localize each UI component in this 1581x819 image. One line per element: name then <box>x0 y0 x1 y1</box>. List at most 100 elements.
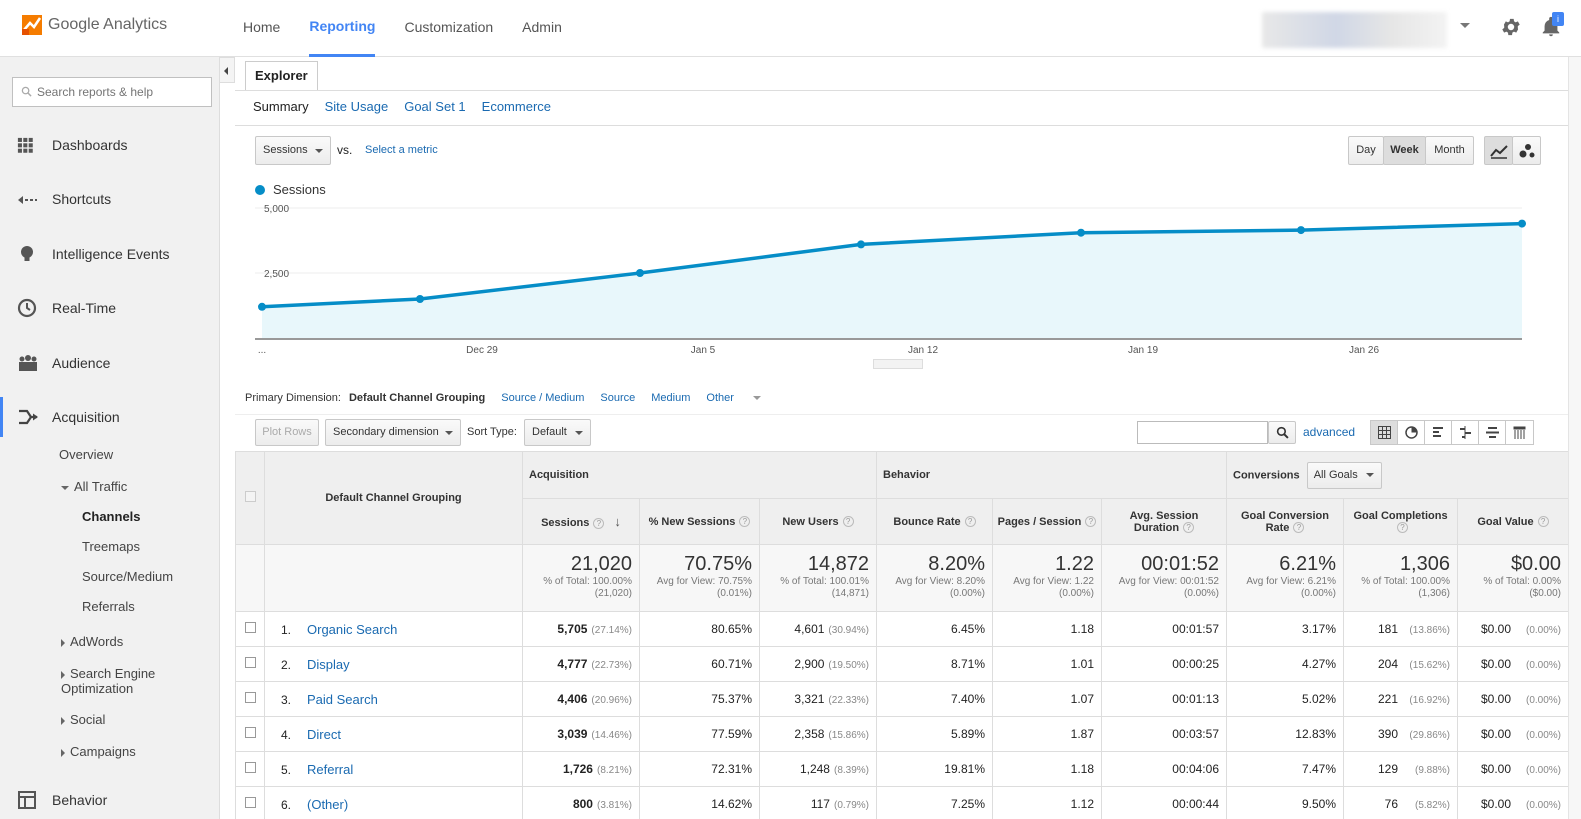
data-view-toggle[interactable] <box>1371 421 1398 444</box>
plot-rows-button[interactable]: Plot Rows <box>255 419 319 446</box>
column-header-goal-value[interactable]: Goal Value? <box>1457 498 1569 545</box>
nav-admin[interactable]: Admin <box>522 19 562 35</box>
dimension-header[interactable]: Default Channel Grouping <box>264 451 523 545</box>
sidebar-acq-channels[interactable]: Channels <box>82 509 141 524</box>
row-checkbox[interactable] <box>244 762 256 773</box>
column-header-new-sessions[interactable]: % New Sessions? <box>639 498 760 545</box>
dimension-other[interactable]: Other <box>706 392 766 404</box>
subtab-summary[interactable]: Summary <box>253 99 309 114</box>
gear-icon[interactable] <box>1500 16 1522 38</box>
secondary-dimension-select[interactable]: Secondary dimension <box>325 419 461 446</box>
percentage-view-toggle[interactable] <box>1398 421 1425 444</box>
row-checkbox[interactable] <box>244 727 256 738</box>
search-input[interactable] <box>37 78 207 106</box>
help-icon[interactable]: ? <box>1183 522 1195 534</box>
column-header-conversion-rate[interactable]: Goal Conversion Rate? <box>1226 498 1344 545</box>
x-tick-label: ... <box>258 345 266 356</box>
account-dropdown-icon[interactable] <box>1460 23 1470 28</box>
comparison-view-toggle[interactable] <box>1452 421 1479 444</box>
help-icon[interactable]: ? <box>593 517 605 529</box>
table-row[interactable]: 3. Paid Search 4,406 (20.96%) 75.37% 3,321 (22… <box>235 681 1569 717</box>
granularity-day-button[interactable]: Day <box>1348 136 1384 165</box>
help-icon[interactable]: ? <box>964 516 976 528</box>
subtab-goal-set-1[interactable]: Goal Set 1 <box>404 99 466 114</box>
term-cloud-view-toggle[interactable] <box>1479 421 1506 444</box>
goals-select[interactable]: All Goals <box>1306 461 1382 489</box>
tab-explorer[interactable]: Explorer <box>245 61 318 91</box>
adwords-label: AdWords <box>70 634 124 649</box>
nav-home[interactable]: Home <box>243 19 281 35</box>
sidebar-item-dashboards[interactable]: Dashboards <box>0 125 219 165</box>
sidebar-collapse-button[interactable] <box>220 57 235 83</box>
sidebar-acq-social[interactable]: Social <box>61 712 105 727</box>
performance-view-toggle[interactable] <box>1425 421 1452 444</box>
column-header-new-users[interactable]: New Users? <box>759 498 877 545</box>
sidebar-acq-referrals[interactable]: Referrals <box>82 599 135 614</box>
subtab-ecommerce[interactable]: Ecommerce <box>481 99 552 114</box>
column-header-bounce-rate[interactable]: Bounce Rate? <box>876 498 993 545</box>
sidebar-acq-overview[interactable]: Overview <box>59 447 114 462</box>
line-chart-toggle[interactable] <box>1484 136 1513 165</box>
table-filter-input[interactable] <box>1137 421 1268 444</box>
sidebar-acq-campaigns[interactable]: Campaigns <box>61 744 136 759</box>
chart-resize-handle[interactable] <box>873 359 923 369</box>
help-icon[interactable]: ? <box>1397 522 1408 534</box>
sidebar-item-behavior[interactable]: Behavior <box>0 780 219 819</box>
sidebar-acq-adwords[interactable]: AdWords <box>61 634 123 649</box>
subtab-site-usage[interactable]: Site Usage <box>324 99 389 114</box>
help-icon[interactable]: ? <box>1293 522 1305 534</box>
table-row[interactable]: 1. Organic Search 5,705 (27.14%) 80.65% 4,601… <box>235 611 1569 647</box>
sidebar-acq-seo[interactable]: Search Engine Optimization <box>61 666 191 696</box>
sidebar-search[interactable] <box>12 77 212 107</box>
dimension-medium[interactable]: Medium <box>651 392 691 404</box>
column-header-avg-duration[interactable]: Avg. Session Duration? <box>1101 498 1227 545</box>
dimension-source[interactable]: Source <box>600 392 636 404</box>
sidebar-item-shortcuts[interactable]: Shortcuts <box>0 179 219 219</box>
metric-select[interactable]: Sessions <box>255 136 331 165</box>
sort-type-select[interactable]: Default <box>524 419 591 446</box>
total-value: $0.00 <box>1510 553 1561 575</box>
channel-link[interactable]: Paid Search <box>307 691 378 707</box>
nav-reporting[interactable]: Reporting <box>309 0 376 57</box>
row-checkbox[interactable] <box>244 657 256 668</box>
select-all-checkbox[interactable] <box>244 491 256 502</box>
table-row[interactable]: 4. Direct 3,039 (14.46%) 77.59% 2,358 (15.86%)… <box>235 716 1569 752</box>
help-icon[interactable]: ? <box>842 516 854 528</box>
granularity-week-button[interactable]: Week <box>1383 136 1426 165</box>
sidebar-item-acquisition[interactable]: Acquisition <box>0 397 219 437</box>
channel-link[interactable]: Direct <box>307 726 341 742</box>
page-scrollbar[interactable] <box>1568 57 1581 819</box>
advanced-filter-link[interactable]: advanced <box>1303 425 1356 439</box>
column-header-sessions[interactable]: Sessions? ↓ <box>522 498 640 545</box>
column-header-goal-completions[interactable]: Goal Completions? <box>1343 498 1458 545</box>
sidebar-acq-source-medium[interactable]: Source/Medium <box>82 569 174 584</box>
table-row[interactable]: 2. Display 4,777 (22.73%) 60.71% 2,900 (19.50%… <box>235 646 1569 682</box>
sidebar-acq-treemaps[interactable]: Treemaps <box>82 539 141 554</box>
channel-link[interactable]: Organic Search <box>307 621 398 637</box>
google-analytics-logo[interactable]: Google Analytics <box>22 15 167 35</box>
sidebar-item-real-time[interactable]: Real-Time <box>0 288 219 328</box>
granularity-month-button[interactable]: Month <box>1425 136 1474 165</box>
account-selector[interactable] <box>1262 12 1447 48</box>
row-checkbox[interactable] <box>244 622 256 633</box>
motion-chart-toggle[interactable] <box>1512 136 1541 165</box>
pivot-view-toggle[interactable] <box>1506 421 1533 444</box>
row-checkbox[interactable] <box>244 797 256 808</box>
sidebar-item-audience[interactable]: Audience <box>0 343 219 383</box>
column-header-pages-session[interactable]: Pages / Session? <box>992 498 1102 545</box>
table-row[interactable]: 6. (Other) 800 (3.81%) 14.62% 117 (0.79%) 7.25%… <box>235 786 1569 819</box>
table-search-button[interactable] <box>1268 421 1296 444</box>
nav-customization[interactable]: Customization <box>404 19 494 35</box>
sidebar-acq-all-traffic[interactable]: All Traffic <box>61 479 127 494</box>
channel-link[interactable]: Referral <box>307 761 354 777</box>
select-metric-link[interactable]: Select a metric <box>365 144 438 156</box>
row-checkbox[interactable] <box>244 692 256 703</box>
channel-link[interactable]: Display <box>307 656 350 672</box>
help-icon[interactable]: ? <box>1537 516 1549 528</box>
table-row[interactable]: 5. Referral 1,726 (8.21%) 72.31% 1,248 (8.39%)… <box>235 751 1569 787</box>
sidebar-item-intelligence-events[interactable]: Intelligence Events <box>0 234 219 274</box>
channel-link[interactable]: (Other) <box>307 796 349 812</box>
help-icon[interactable]: ? <box>739 516 751 528</box>
help-icon[interactable]: ? <box>1085 516 1097 528</box>
dimension-source-medium[interactable]: Source / Medium <box>501 392 585 404</box>
